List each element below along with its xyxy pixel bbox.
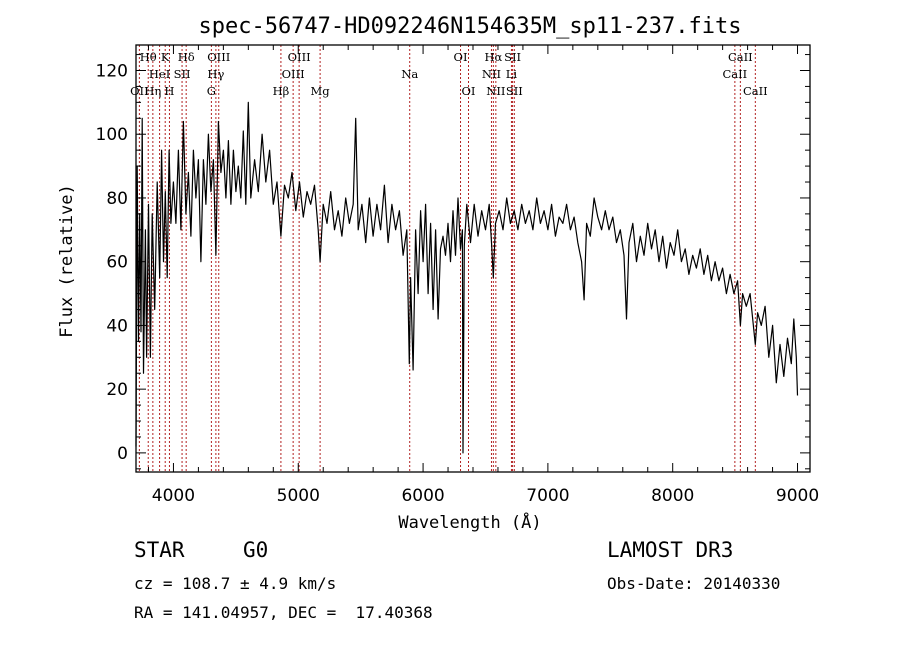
line-label-16: OI (454, 50, 468, 64)
line-label-20: NII (486, 84, 505, 98)
line-label-3: HeI (149, 67, 170, 81)
redshift-value: cz = 108.7 ± 4.9 km/s (134, 574, 337, 593)
line-label-22: SII (504, 50, 521, 64)
line-label-15: Na (401, 67, 418, 81)
x-tick-label-3: 7000 (526, 486, 569, 506)
y-tick-label-1: 20 (106, 380, 128, 400)
line-label-24: CaII (722, 67, 747, 81)
x-tick-label-0: 4000 (152, 486, 195, 506)
plot-frame (135, 44, 811, 473)
line-label-17: OI (462, 84, 476, 98)
x-axis-label: Wavelength (Å) (398, 511, 541, 533)
x-tick-label-1: 5000 (277, 486, 320, 506)
coordinates: RA = 141.04957, DEC = 17.40368 (134, 603, 433, 622)
y-tick-label-3: 60 (106, 253, 128, 273)
line-label-11: Hβ (273, 84, 290, 98)
y-tick-label-6: 120 (96, 61, 128, 81)
line-label-10: OIII (207, 50, 230, 64)
line-label-2: Hη (144, 84, 161, 98)
line-label-0: OII (130, 84, 149, 98)
line-label-7: Hδ (178, 50, 195, 64)
spectral-line-labels: OIIHθHηHeIKHSIIHδGHγOIIIHβOIIIOIIIMgNaOI… (130, 50, 768, 98)
spectral-line-markers (138, 45, 756, 472)
y-axis-label: Flux (relative) (57, 184, 77, 338)
line-label-13: OIII (288, 50, 311, 64)
axis-ticks: 4000 5000 6000 7000 8000 9000 0 20 40 60 80 100 120 (96, 45, 819, 506)
chart-title: spec-56747-HD092246N154635M_sp11-237.fit… (198, 14, 741, 39)
line-label-18: NII (482, 67, 501, 81)
line-label-8: G (207, 84, 216, 98)
line-label-9: Hγ (207, 67, 224, 81)
line-label-23: SII (506, 84, 523, 98)
line-label-12: OIII (282, 67, 305, 81)
y-tick-label-5: 100 (96, 125, 128, 145)
y-tick-label-0: 0 (117, 444, 128, 464)
observation-date: Obs-Date: 20140330 (607, 574, 781, 593)
x-tick-label-2: 6000 (401, 486, 444, 506)
line-label-5: H (164, 84, 174, 98)
y-tick-label-4: 80 (106, 189, 128, 209)
spectrum-line (135, 101, 799, 454)
object-subclass: G0 (243, 538, 269, 562)
line-label-25: CaII (728, 50, 753, 64)
x-tick-label-5: 9000 (776, 486, 819, 506)
object-class: STAR (134, 538, 185, 562)
y-tick-label-2: 40 (106, 316, 128, 336)
line-label-26: CaII (743, 84, 768, 98)
line-label-14: Mg (311, 84, 331, 98)
line-label-1: Hθ (140, 50, 157, 64)
line-label-4: K (161, 50, 170, 64)
survey-name: LAMOST DR3 (607, 538, 734, 562)
x-tick-label-4: 8000 (651, 486, 694, 506)
line-label-6: SII (174, 67, 191, 81)
line-label-19: Hα (484, 50, 502, 64)
line-label-21: Li (506, 67, 518, 81)
